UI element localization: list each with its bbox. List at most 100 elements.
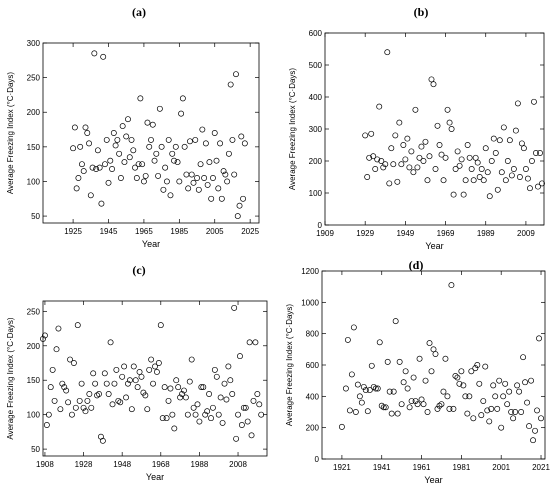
x-tick-label: 1969 (437, 229, 455, 238)
data-point (47, 384, 54, 391)
data-point (368, 362, 375, 369)
data-point (223, 396, 230, 403)
data-point (142, 392, 149, 399)
x-tick-label: 1925 (64, 227, 82, 236)
data-point (119, 123, 126, 130)
data-point (171, 157, 177, 164)
data-point (82, 408, 89, 415)
data-point (510, 415, 517, 422)
data-point (402, 368, 409, 375)
data-point (192, 136, 199, 143)
data-point (123, 133, 130, 140)
x-axis-title: Year (424, 475, 442, 485)
data-point (533, 150, 539, 156)
data-point (237, 353, 243, 360)
panel-label: (c) (132, 263, 145, 277)
data-point (526, 423, 533, 430)
data-point (99, 437, 106, 444)
data-point (146, 143, 153, 150)
data-point (396, 119, 403, 126)
data-point (227, 81, 234, 88)
data-point (416, 355, 423, 362)
data-point (69, 411, 75, 418)
data-point (76, 397, 83, 404)
data-point (464, 142, 471, 148)
data-point (125, 380, 131, 387)
data-point (498, 424, 505, 431)
data-point (480, 398, 487, 404)
data-point (155, 360, 162, 366)
data-point (194, 401, 201, 408)
data-point (80, 168, 87, 175)
data-point (537, 150, 543, 156)
data-point (156, 105, 163, 112)
data-point (94, 392, 101, 399)
data-point (400, 142, 407, 148)
panel-c: (c) 1908 1928 1948 1968 1988 2008 50 100 150 200 25… (6, 263, 268, 482)
y-axis-title: Average Freezing Index (°C·Days) (6, 317, 15, 440)
data-point (418, 143, 425, 150)
data-point (190, 404, 197, 411)
data-point (90, 370, 97, 377)
data-point (452, 373, 459, 379)
data-point (84, 397, 91, 404)
data-point (376, 103, 383, 110)
y-tick-label: 50 (31, 445, 40, 454)
y-tick-label: 300 (27, 39, 41, 48)
data-point (174, 159, 181, 166)
y-tick-label: 100 (309, 189, 323, 198)
data-point (360, 383, 367, 390)
data-point (149, 121, 156, 128)
data-point (518, 140, 525, 147)
data-point (144, 406, 151, 413)
y-tick-label: 600 (309, 29, 323, 38)
data-point (450, 405, 457, 412)
data-point (185, 185, 192, 192)
panel-a: (a) 1925 1945 1965 1985 2005 2025 50 100 150 200 25… (6, 5, 260, 249)
x-tick-label: 1949 (396, 229, 414, 238)
data-point (376, 339, 383, 346)
y-tick-label: 1200 (301, 267, 319, 276)
data-point (169, 411, 176, 418)
data-point (213, 157, 220, 164)
data-point (186, 378, 193, 385)
data-point (45, 411, 52, 418)
data-point (482, 145, 489, 152)
x-tick-label: 1985 (170, 227, 188, 236)
x-tick-label: 1948 (113, 460, 131, 469)
data-point (414, 164, 421, 171)
data-point (70, 145, 77, 152)
data-point (390, 388, 397, 395)
data-point (520, 354, 527, 361)
data-point (500, 393, 507, 400)
data-point (155, 172, 162, 179)
data-point (366, 154, 373, 161)
data-point (194, 175, 200, 181)
data-point (426, 340, 433, 347)
data-point (424, 409, 431, 415)
data-point (382, 161, 389, 168)
x-tick-label: 2021 (532, 463, 550, 472)
data-point (380, 164, 387, 171)
data-point (63, 387, 70, 394)
x-axis-title: Year (142, 239, 160, 249)
data-point (98, 200, 105, 207)
data-point (408, 398, 415, 404)
data-point (488, 405, 495, 412)
data-point (406, 404, 413, 411)
data-point (240, 195, 247, 202)
data-point (448, 126, 455, 132)
data-point (219, 419, 226, 426)
data-point (204, 408, 211, 415)
data-point (236, 202, 243, 209)
data-point (88, 404, 95, 411)
data-point (412, 398, 419, 404)
data-point (518, 409, 525, 415)
data-point (134, 384, 141, 391)
data-point (167, 385, 174, 392)
data-point (502, 380, 509, 387)
data-point (70, 360, 77, 366)
data-point (160, 186, 167, 193)
data-point (404, 385, 411, 392)
y-tick-label: 100 (27, 177, 41, 186)
